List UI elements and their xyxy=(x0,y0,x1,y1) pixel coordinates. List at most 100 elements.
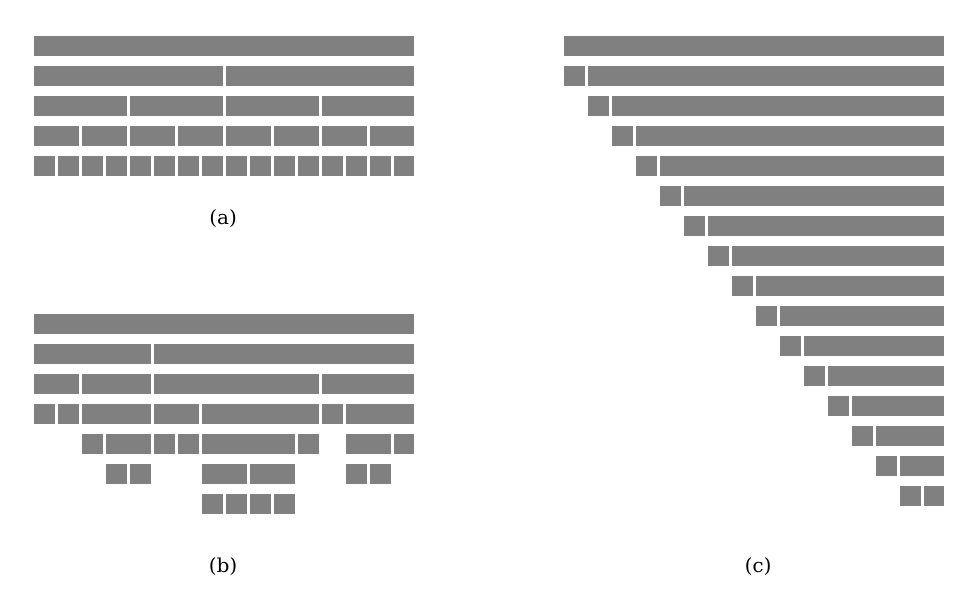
block-b-r6-s3 xyxy=(274,494,295,514)
block-b-r5-s1 xyxy=(130,464,151,484)
caption-c: (c) xyxy=(744,553,772,577)
block-b-r3-s6 xyxy=(346,404,414,424)
block-a-r4-s5 xyxy=(154,156,175,176)
block-c-r3-s0 xyxy=(612,126,633,146)
block-b-r4-s2 xyxy=(154,434,175,454)
block-a-r0-s0 xyxy=(34,36,414,56)
block-b-r3-s4 xyxy=(202,404,319,424)
block-c-r5-s0 xyxy=(660,186,681,206)
block-b-r6-s0 xyxy=(202,494,223,514)
block-a-r1-s1 xyxy=(226,66,414,86)
caption-a: (a) xyxy=(209,205,237,229)
panel-b-blocks xyxy=(34,314,414,514)
block-a-r4-s6 xyxy=(178,156,199,176)
block-a-r3-s6 xyxy=(322,126,367,146)
block-a-r4-s10 xyxy=(274,156,295,176)
block-c-r9-s1 xyxy=(780,306,944,326)
block-c-r8-s1 xyxy=(756,276,944,296)
block-a-r4-s9 xyxy=(250,156,271,176)
block-a-r1-s0 xyxy=(34,66,223,86)
block-b-r3-s1 xyxy=(58,404,79,424)
block-a-r4-s8 xyxy=(226,156,247,176)
block-b-r5-s3 xyxy=(250,464,295,484)
block-b-r4-s7 xyxy=(394,434,414,454)
block-b-r5-s5 xyxy=(370,464,391,484)
block-c-r10-s1 xyxy=(804,336,944,356)
block-a-r4-s13 xyxy=(346,156,367,176)
block-a-r4-s0 xyxy=(34,156,55,176)
block-c-r6-s0 xyxy=(684,216,705,236)
block-c-r7-s1 xyxy=(732,246,944,266)
block-b-r4-s6 xyxy=(346,434,391,454)
panel-a-blocks xyxy=(34,36,414,176)
block-b-r4-s3 xyxy=(178,434,199,454)
block-c-r11-s1 xyxy=(828,366,944,386)
block-b-r3-s0 xyxy=(34,404,55,424)
block-b-r5-s4 xyxy=(346,464,367,484)
block-b-r0-s0 xyxy=(34,314,414,334)
block-c-r12-s0 xyxy=(828,396,849,416)
block-c-r4-s1 xyxy=(660,156,944,176)
block-b-r4-s1 xyxy=(106,434,151,454)
block-b-r2-s3 xyxy=(322,374,414,394)
block-a-r3-s5 xyxy=(274,126,319,146)
block-b-r5-s2 xyxy=(202,464,247,484)
block-b-r4-s5 xyxy=(298,434,319,454)
block-b-r4-s0 xyxy=(82,434,103,454)
block-b-r6-s1 xyxy=(226,494,247,514)
block-c-r0-s0 xyxy=(564,36,944,56)
block-c-r15-s1 xyxy=(924,486,944,506)
block-a-r4-s4 xyxy=(130,156,151,176)
block-a-r2-s1 xyxy=(130,96,223,116)
block-c-r11-s0 xyxy=(804,366,825,386)
block-c-r9-s0 xyxy=(756,306,777,326)
block-b-r3-s3 xyxy=(154,404,199,424)
block-a-r2-s2 xyxy=(226,96,319,116)
caption-b: (b) xyxy=(208,553,238,577)
block-a-r4-s3 xyxy=(106,156,127,176)
block-b-r2-s0 xyxy=(34,374,79,394)
block-c-r1-s1 xyxy=(588,66,944,86)
block-c-r7-s0 xyxy=(708,246,729,266)
block-b-r1-s0 xyxy=(34,344,151,364)
block-a-r2-s3 xyxy=(322,96,414,116)
block-c-r13-s0 xyxy=(852,426,873,446)
block-a-r3-s3 xyxy=(178,126,223,146)
block-c-r4-s0 xyxy=(636,156,657,176)
block-c-r1-s0 xyxy=(564,66,585,86)
block-b-r6-s2 xyxy=(250,494,271,514)
block-a-r4-s15 xyxy=(394,156,414,176)
block-b-r1-s1 xyxy=(154,344,414,364)
block-c-r13-s1 xyxy=(876,426,944,446)
block-a-r2-s0 xyxy=(34,96,127,116)
block-c-r15-s0 xyxy=(900,486,921,506)
block-c-r5-s1 xyxy=(684,186,944,206)
block-c-r8-s0 xyxy=(732,276,753,296)
block-c-r14-s1 xyxy=(900,456,944,476)
block-c-r10-s0 xyxy=(780,336,801,356)
block-a-r3-s2 xyxy=(130,126,175,146)
block-a-r3-s4 xyxy=(226,126,271,146)
block-b-r3-s5 xyxy=(322,404,343,424)
block-a-r4-s2 xyxy=(82,156,103,176)
block-b-r5-s0 xyxy=(106,464,127,484)
block-c-r14-s0 xyxy=(876,456,897,476)
block-c-r2-s1 xyxy=(612,96,944,116)
block-a-r4-s12 xyxy=(322,156,343,176)
block-c-r12-s1 xyxy=(852,396,944,416)
panel-c-blocks xyxy=(564,36,944,506)
block-a-r3-s0 xyxy=(34,126,79,146)
block-c-r2-s0 xyxy=(588,96,609,116)
block-c-r3-s1 xyxy=(636,126,944,146)
block-b-r3-s2 xyxy=(82,404,151,424)
block-a-r4-s11 xyxy=(298,156,319,176)
block-c-r6-s1 xyxy=(708,216,944,236)
block-b-r2-s2 xyxy=(154,374,319,394)
block-a-r3-s1 xyxy=(82,126,127,146)
block-b-r4-s4 xyxy=(202,434,295,454)
block-a-r4-s14 xyxy=(370,156,391,176)
block-b-r2-s1 xyxy=(82,374,151,394)
block-a-r4-s7 xyxy=(202,156,223,176)
block-a-r4-s1 xyxy=(58,156,79,176)
